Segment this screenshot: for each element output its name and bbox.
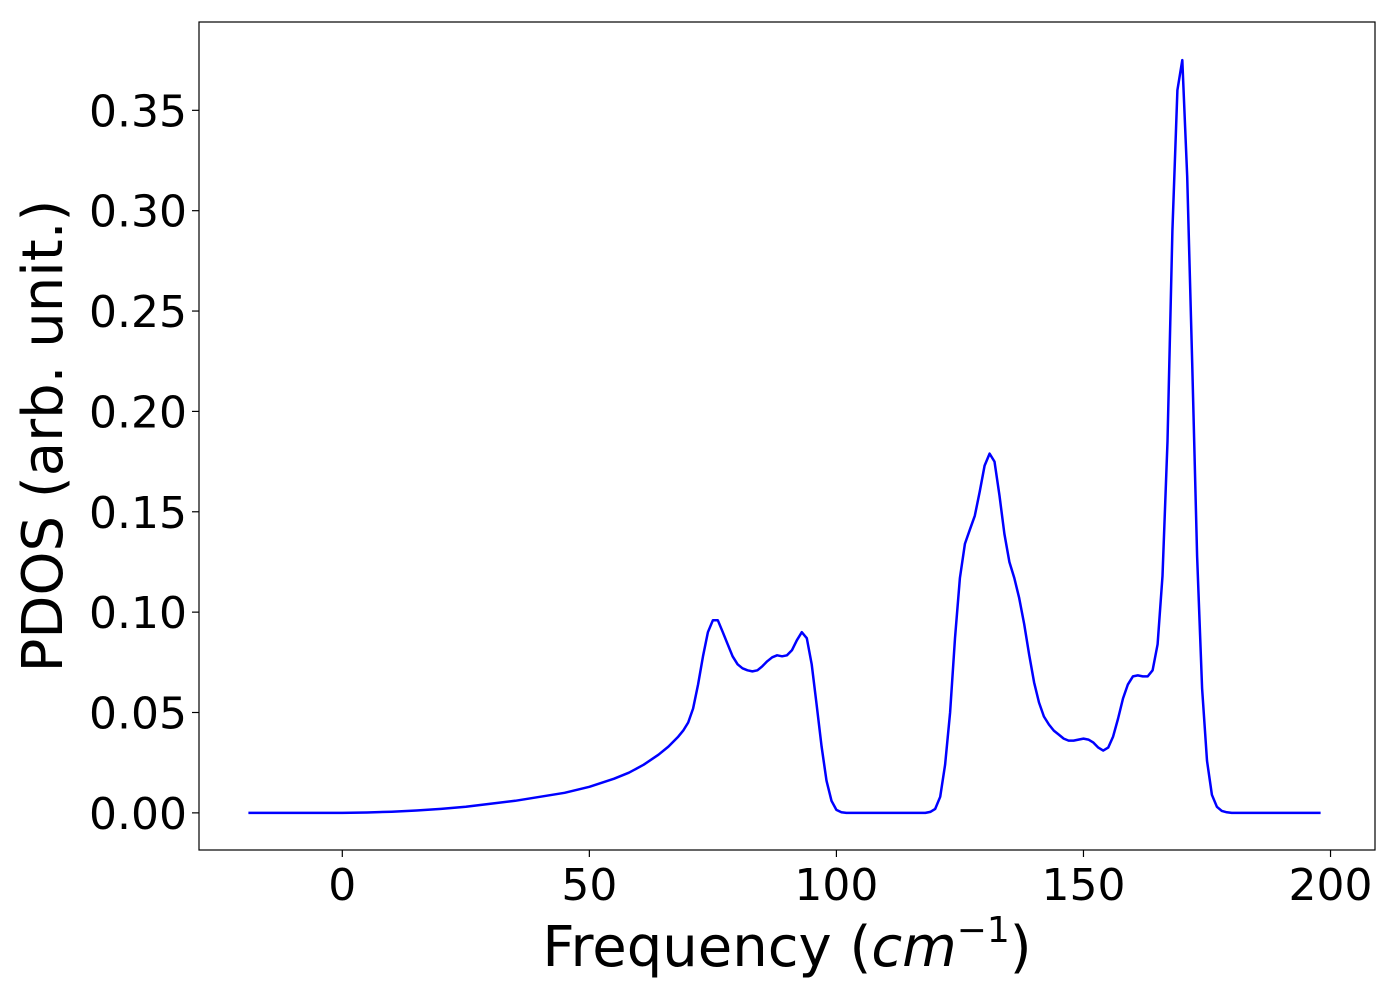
y-axis-label: PDOS (arb. unit.): [11, 200, 76, 673]
plot-area-background: [199, 22, 1375, 850]
x-tick-label: 200: [1289, 860, 1373, 911]
plot-area-frame: [198, 21, 1376, 851]
y-tick-label: 0.10: [89, 588, 187, 639]
x-axis-label-unit: cm: [871, 915, 956, 980]
y-tick-label: 0.25: [89, 287, 187, 338]
x-tick-label: 100: [794, 860, 878, 911]
pdos-series-line: [248, 58, 1321, 815]
x-axis-label-prefix: Frequency (: [542, 915, 871, 980]
y-tick-label: 0.30: [89, 187, 187, 238]
x-tick-label: 150: [1041, 860, 1125, 911]
x-axis-label: Frequency (cm−1): [542, 910, 1031, 980]
x-tick-label: 50: [561, 860, 617, 911]
x-axis-label-suffix: ): [1010, 915, 1032, 980]
y-tick-label: 0.15: [89, 488, 187, 539]
y-tick-label: 0.00: [89, 789, 187, 840]
x-axis-label-exponent: −1: [957, 910, 1010, 951]
y-tick-label: 0.20: [89, 387, 187, 438]
y-tick-label: 0.35: [89, 86, 187, 137]
x-tick-label: 0: [328, 860, 356, 911]
x-axis-ticks: 0 50 100 150 200: [328, 850, 1373, 911]
y-axis-ticks: 0.00 0.05 0.10 0.15 0.20 0.25 0.30 0.35: [89, 86, 199, 840]
y-tick-label: 0.05: [89, 689, 187, 740]
